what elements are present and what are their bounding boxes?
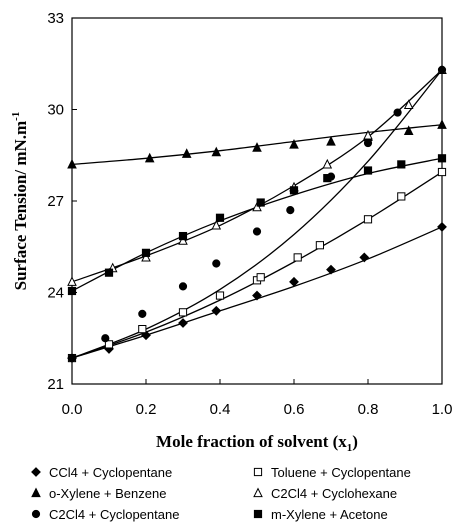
legend-marker-toluene-cyclopentane: [253, 467, 263, 477]
ccl4-cyclopentane-point: [359, 252, 370, 263]
o-xylene-benzene-point: [326, 136, 336, 146]
toluene-cyclopentane-point: [397, 192, 406, 201]
m-xylene-acetone-point: [67, 286, 77, 296]
o-xylene-benzene-point: [211, 146, 222, 157]
o-xylene-benzene-point: [252, 142, 262, 152]
c2cl4-cyclopentane-point: [101, 334, 110, 343]
o-xylene-benzene-point: [181, 148, 192, 158]
legend-label-m-xylene-acetone: m-Xylene + Acetone: [271, 507, 388, 522]
c2cl4-cyclohexane-point: [322, 158, 333, 169]
o-xylene-benzene-point: [437, 119, 447, 129]
fit-curves: [71, 69, 443, 359]
c2cl4-cyclopentane-fit-line: [71, 69, 443, 359]
o-xylene-benzene-point: [67, 158, 77, 169]
legend: CCl4 + Cyclopentane Toluene + Cyclopentan…: [31, 465, 411, 522]
o-xylene-benzene-point: [289, 139, 299, 149]
c2cl4-cyclopentane-point: [138, 309, 147, 318]
x-tick-label: 0.4: [210, 401, 231, 418]
ccl4-cyclopentane-point: [326, 264, 336, 275]
ccl4-cyclopentane-point: [437, 222, 447, 232]
toluene-cyclopentane-point: [104, 340, 114, 349]
toluene-cyclopentane-point: [315, 241, 324, 250]
m-xylene-acetone-fit-line: [71, 157, 443, 292]
c2cl4-cyclopentane-point: [286, 206, 295, 215]
legend-marker-c2cl4-cyclopentane: [31, 509, 41, 519]
ccl4-cyclopentane-point: [211, 305, 222, 316]
c2cl4-cyclopentane-point: [393, 108, 402, 117]
plot-area: [67, 17, 447, 385]
y-tick-label: 27: [47, 193, 64, 210]
c2cl4-cyclohexane-point: [211, 219, 222, 230]
m-xylene-acetone-point: [104, 268, 114, 277]
toluene-cyclopentane-point: [293, 253, 302, 262]
m-xylene-acetone-point: [323, 174, 332, 183]
ccl4-cyclopentane-point: [178, 318, 188, 328]
o-xylene-benzene-point: [403, 125, 414, 135]
c2cl4-cyclohexane-point: [67, 276, 77, 286]
c2cl4-cyclohexane-point: [141, 251, 151, 262]
legend-marker-c2cl4-cyclohexane: [253, 487, 263, 498]
y-axis-title-sup: -1: [10, 112, 22, 121]
m-xylene-acetone-point: [397, 160, 406, 169]
x-axis-title: Mole fraction of solvent (x1): [156, 432, 358, 454]
x-axis-title-sub: 1: [347, 442, 353, 454]
c2cl4-cyclopentane-point: [178, 282, 188, 291]
legend-label-toluene-cyclopentane: Toluene + Cyclopentane: [271, 465, 411, 480]
y-tick-label: 24: [47, 285, 64, 302]
toluene-cyclopentane-point: [437, 167, 447, 177]
c2cl4-cyclopentane-point: [212, 259, 221, 268]
m-xylene-acetone-point: [256, 198, 265, 207]
m-xylene-acetone-point: [141, 248, 151, 257]
legend-label-ccl4-cyclopentane: CCl4 + Cyclopentane: [49, 465, 172, 480]
c2cl4-cyclopentane-point: [437, 65, 447, 74]
c2cl4-cyclohexane-point: [403, 99, 414, 110]
m-xylene-acetone-point: [363, 166, 373, 175]
x-tick-label: 0.8: [358, 401, 379, 418]
x-axis-title-text: Mole fraction of solvent (x: [156, 432, 347, 451]
y-axis-title-text: Surface Tension/ mN.m: [11, 121, 30, 291]
m-xylene-acetone-point: [437, 154, 447, 163]
toluene-cyclopentane-point: [256, 273, 265, 282]
ccl4-cyclopentane-point: [141, 330, 151, 341]
m-xylene-acetone-point: [215, 213, 225, 222]
y-axis-ticks: 21 24 27 30 33: [47, 10, 77, 393]
toluene-cyclopentane-point: [215, 291, 225, 300]
data-markers: [67, 64, 447, 363]
ccl4-cyclopentane-point: [252, 290, 262, 301]
y-axis-title: Surface Tension/ mN.m-1: [10, 112, 30, 291]
m-xylene-acetone-point: [178, 231, 188, 241]
y-tick-label: 30: [47, 102, 64, 119]
c2cl4-cyclopentane-point: [363, 138, 373, 148]
legend-label-c2cl4-cyclohexane: C2Cl4 + Cyclohexane: [271, 486, 397, 501]
ccl4-cyclopentane-point: [289, 276, 299, 287]
legend-marker-o-xylene-benzene: [31, 487, 41, 498]
c2cl4-cyclohexane-point: [178, 235, 188, 245]
toluene-cyclopentane-point: [363, 215, 373, 224]
x-tick-label: 0.2: [136, 401, 157, 418]
toluene-cyclopentane-point: [178, 308, 188, 317]
x-tick-label: 0.6: [284, 401, 305, 418]
m-xylene-acetone-point: [289, 186, 299, 195]
legend-marker-m-xylene-acetone: [253, 509, 263, 519]
y-tick-label: 21: [47, 376, 64, 393]
toluene-cyclopentane-point: [138, 325, 147, 334]
legend-label-o-xylene-benzene: o-Xylene + Benzene: [49, 486, 166, 501]
legend-marker-ccl4-cyclopentane: [31, 467, 41, 477]
x-tick-label: 1.0: [432, 401, 453, 418]
c2cl4-cyclopentane-point: [67, 353, 77, 363]
c2cl4-cyclohexane-point: [252, 201, 262, 212]
y-tick-label: 33: [47, 10, 64, 27]
c2cl4-cyclopentane-point: [252, 227, 262, 236]
x-tick-label: 0.0: [62, 401, 83, 418]
legend-label-c2cl4-cyclopentane: C2Cl4 + Cyclopentane: [49, 507, 179, 522]
x-axis-title-tail: ): [352, 432, 358, 451]
x-axis-ticks: 0.0 0.2 0.4 0.6 0.8 1.0: [62, 379, 453, 418]
o-xylene-benzene-point: [144, 152, 155, 163]
c2cl4-cyclohexane-fit-line: [71, 69, 443, 283]
